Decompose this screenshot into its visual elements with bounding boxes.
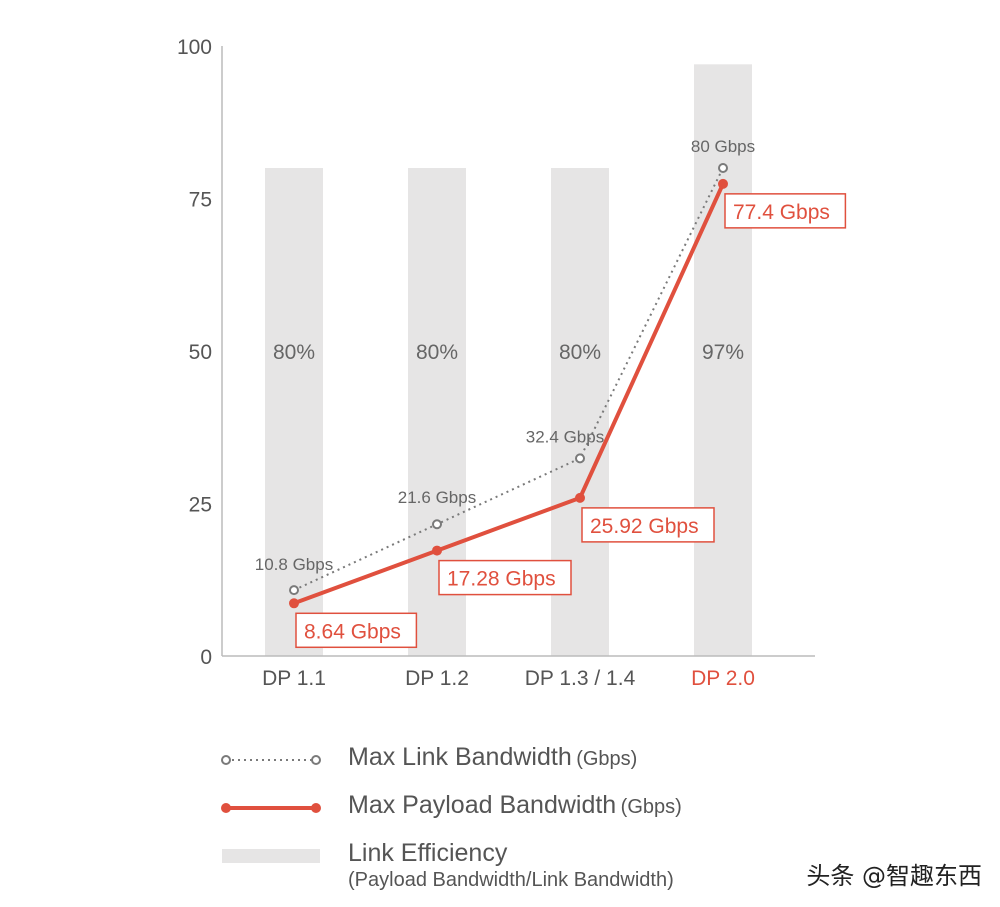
solid-line-marker-icon bbox=[221, 803, 321, 813]
payload-bandwidth-label-box bbox=[581, 507, 715, 543]
x-tick-label: DP 2.0 bbox=[691, 667, 755, 690]
payload-bandwidth-point bbox=[718, 178, 728, 189]
efficiency-bar bbox=[265, 168, 323, 656]
payload-bandwidth-line bbox=[293, 183, 725, 606]
link-bandwidth-point bbox=[575, 453, 585, 464]
payload-bandwidth-label-box bbox=[295, 612, 418, 649]
y-tick-label: 50 bbox=[189, 341, 212, 364]
legend-link-bandwidth-label: Max Link Bandwidth bbox=[348, 743, 572, 771]
payload-bandwidth-point bbox=[575, 492, 585, 503]
legend-payload-bandwidth-label: Max Payload Bandwidth bbox=[348, 791, 617, 819]
bandwidth-lines bbox=[289, 163, 728, 609]
link-bandwidth-line bbox=[293, 167, 724, 592]
y-tick-label: 75 bbox=[189, 189, 212, 212]
legend-item-efficiency: Link Efficiency (Payload Bandwidth/Link … bbox=[220, 835, 780, 900]
data-labels: 10.8 Gbps 21.6 Gbps 32.4 Gbps 80 Gbps 8.64 G… bbox=[255, 137, 847, 649]
y-tick-label: 25 bbox=[189, 494, 212, 517]
payload-bandwidth-point bbox=[289, 598, 299, 609]
y-tick-label: 0 bbox=[200, 646, 212, 669]
y-tick-label: 100 bbox=[177, 36, 212, 59]
efficiency-bar-label: 80% bbox=[273, 341, 315, 364]
dotted-line-marker-icon bbox=[221, 755, 321, 765]
efficiency-bar-label: 97% bbox=[702, 341, 744, 364]
legend-efficiency-sublabel: (Payload Bandwidth/Link Bandwidth) bbox=[348, 869, 674, 891]
efficiency-bar bbox=[694, 64, 752, 657]
legend: Max Link Bandwidth (Gbps) Max Payload Ba… bbox=[220, 735, 780, 900]
x-tick-label: DP 1.1 bbox=[262, 667, 326, 690]
link-bandwidth-point bbox=[718, 163, 728, 173]
watermark: 头条 @智趣东西 bbox=[806, 862, 982, 890]
link-bandwidth-label: 32.4 Gbps bbox=[526, 427, 604, 446]
payload-bandwidth-point bbox=[432, 545, 442, 556]
efficiency-bar-label: 80% bbox=[559, 341, 601, 364]
link-bandwidth-label: 80 Gbps bbox=[691, 137, 755, 156]
legend-link-bandwidth-unit: (Gbps) bbox=[576, 748, 638, 770]
payload-bandwidth-label: 17.28 Gbps bbox=[447, 568, 556, 591]
link-bandwidth-point bbox=[432, 519, 442, 530]
legend-payload-bandwidth-unit: (Gbps) bbox=[620, 796, 682, 818]
link-bandwidth-point bbox=[289, 585, 299, 596]
bar-swatch-icon bbox=[222, 849, 320, 863]
payload-bandwidth-label: 8.64 Gbps bbox=[304, 620, 401, 643]
efficiency-bar-label: 80% bbox=[416, 341, 458, 364]
x-tick-label: DP 1.2 bbox=[405, 667, 469, 690]
payload-bandwidth-label-box bbox=[438, 559, 572, 596]
payload-bandwidth-label: 25.92 Gbps bbox=[590, 515, 699, 538]
legend-efficiency-label: Link Efficiency bbox=[348, 839, 508, 867]
x-tick-label: DP 1.3 / 1.4 bbox=[525, 667, 636, 690]
payload-bandwidth-label-box bbox=[724, 193, 847, 229]
payload-bandwidth-label: 77.4 Gbps bbox=[733, 201, 830, 224]
link-bandwidth-label: 10.8 Gbps bbox=[255, 555, 333, 574]
link-bandwidth-label: 21.6 Gbps bbox=[398, 488, 476, 507]
axes: 0 25 50 75 100 DP 1.1 DP 1.2 DP 1.3 / 1.4 DP 2.0 bbox=[177, 36, 815, 690]
